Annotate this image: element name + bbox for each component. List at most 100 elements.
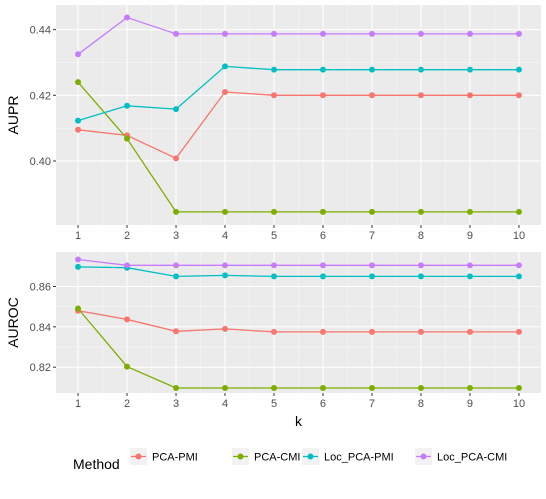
data-point (418, 329, 424, 335)
data-point (369, 273, 375, 279)
data-point (418, 273, 424, 279)
data-point (271, 92, 277, 98)
data-point (418, 262, 424, 268)
legend-item: Loc_PCA-PMI (302, 448, 394, 465)
data-point (516, 385, 522, 391)
data-point (271, 31, 277, 37)
data-point (467, 273, 473, 279)
data-point (222, 31, 228, 37)
data-point (271, 262, 277, 268)
y-tick-label: 0.44 (30, 25, 51, 37)
data-point (173, 31, 179, 37)
data-point (418, 209, 424, 215)
data-point (222, 326, 228, 332)
data-point (369, 385, 375, 391)
data-point (320, 262, 326, 268)
x-tick-label: 1 (75, 230, 81, 242)
data-point (124, 364, 130, 370)
data-point (124, 14, 130, 20)
data-point (320, 329, 326, 335)
x-tick-label: 9 (467, 398, 473, 410)
legend-label: Loc_PCA-PMI (324, 452, 394, 464)
data-point (222, 209, 228, 215)
x-axis-title: k (295, 413, 303, 429)
legend-key-point (421, 454, 427, 460)
data-point (124, 136, 130, 142)
data-point (222, 63, 228, 69)
x-tick-label: 5 (271, 398, 277, 410)
y-axis-title: AUROC (5, 297, 21, 348)
data-point (467, 92, 473, 98)
data-point (173, 106, 179, 112)
data-point (369, 262, 375, 268)
x-tick-label: 7 (369, 398, 375, 410)
data-point (418, 385, 424, 391)
data-point (320, 67, 326, 73)
data-point (222, 272, 228, 278)
data-point (75, 118, 81, 124)
data-point (320, 92, 326, 98)
x-tick-label: 10 (513, 230, 525, 242)
x-tick-label: 4 (222, 398, 228, 410)
data-point (75, 127, 81, 133)
data-point (124, 262, 130, 268)
data-point (516, 67, 522, 73)
data-point (369, 31, 375, 37)
legend: Method PCA-PMI PCA-CMI Loc_PCA-PMI Loc_PCA-C… (73, 448, 507, 472)
y-axis-title: AUPR (5, 96, 21, 135)
data-point (222, 385, 228, 391)
data-point (467, 31, 473, 37)
data-point (467, 385, 473, 391)
data-point (418, 92, 424, 98)
x-tick-label: 4 (222, 230, 228, 242)
data-point (516, 329, 522, 335)
y-tick-label: 0.82 (30, 362, 51, 374)
x-tick-label: 5 (271, 230, 277, 242)
y-tick-label: 0.40 (30, 156, 51, 168)
x-tick-label: 7 (369, 230, 375, 242)
x-tick-label: 8 (418, 398, 424, 410)
legend-item: PCA-PMI (130, 448, 198, 465)
data-point (75, 51, 81, 57)
legend-key-point (238, 454, 244, 460)
x-tick-label: 9 (467, 230, 473, 242)
data-point (75, 256, 81, 262)
x-tick-label: 8 (418, 230, 424, 242)
data-point (75, 305, 81, 311)
data-point (271, 67, 277, 73)
data-point (222, 89, 228, 95)
data-point (173, 385, 179, 391)
panel-1: 0.40 0.42 0.44 1 2 3 4 5 6 7 8 9 10 AUPR (5, 5, 541, 242)
x-tick-label: 10 (513, 398, 525, 410)
legend-key-point (308, 454, 314, 460)
data-point (516, 92, 522, 98)
data-point (516, 273, 522, 279)
data-point (516, 31, 522, 37)
data-point (271, 273, 277, 279)
panel-2: 0.820.840.861 2 3 4 5 6 7 8 9 10AUROC (5, 252, 541, 410)
data-point (173, 209, 179, 215)
data-point (369, 329, 375, 335)
data-point (320, 273, 326, 279)
data-point (320, 385, 326, 391)
data-point (271, 329, 277, 335)
data-point (320, 31, 326, 37)
data-point (467, 329, 473, 335)
data-point (418, 31, 424, 37)
x-tick-label: 3 (173, 230, 179, 242)
data-point (124, 316, 130, 322)
x-tick-label: 2 (124, 230, 130, 242)
data-point (467, 209, 473, 215)
y-tick-label: 0.86 (30, 281, 51, 293)
data-point (467, 262, 473, 268)
data-point (75, 79, 81, 85)
data-point (369, 67, 375, 73)
x-tick-label: 3 (173, 398, 179, 410)
legend-label: PCA-CMI (254, 452, 300, 464)
legend-key-point (136, 454, 142, 460)
data-point (516, 262, 522, 268)
data-point (75, 264, 81, 270)
legend-label: PCA-PMI (152, 452, 198, 464)
